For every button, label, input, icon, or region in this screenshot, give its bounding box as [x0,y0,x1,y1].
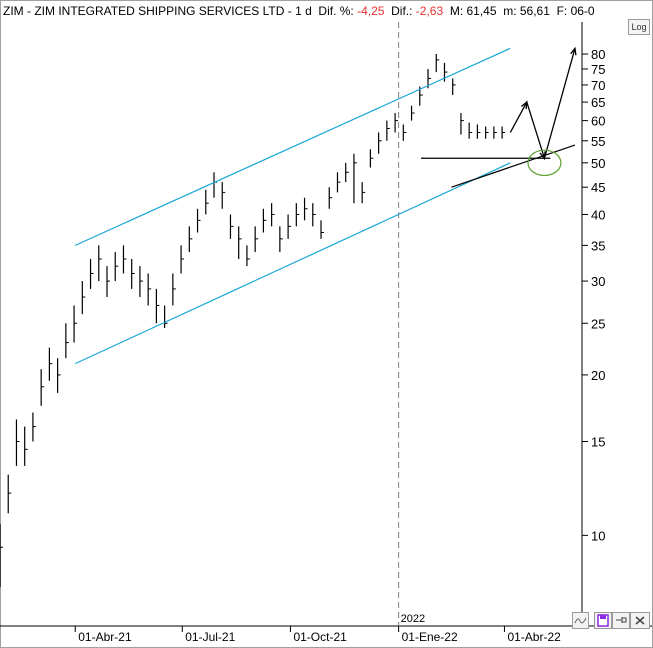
channel-upper [75,47,511,246]
arrow-head [539,151,546,160]
wave-icon [574,617,587,624]
y-tick-label: 10 [591,528,605,543]
x-tick-label: 01-Abr-21 [78,630,132,644]
pct-label: Dif. %: [318,4,358,18]
pin-button[interactable] [612,612,630,629]
period: 1 d [295,4,312,18]
pct-value: -4,25 [357,4,385,18]
y-tick-label: 35 [591,238,605,253]
min-label: m: [503,4,520,18]
arrow-head [570,46,577,56]
x-tick-label: 01-Ene-22 [402,630,458,644]
target-zone [527,149,562,177]
pin-icon [616,617,627,623]
x-tick-label: 01-Jul-21 [185,630,235,644]
channel-lower [75,162,511,365]
y-tick-label: 60 [591,114,605,129]
chart-header: ZIM - ZIM INTEGRATED SHIPPING SERVICES L… [0,0,613,22]
y-tick-label: 25 [591,316,605,331]
arrow-head [520,100,528,110]
log-scale-button[interactable]: Log [628,19,650,35]
symbol: ZIM [3,4,24,18]
x-ticks: 01-Abr-21 01-Jul-21 01-Oct-21 01-Ene-22 01-A… [74,626,561,644]
period-sep: - [284,4,296,18]
save-button[interactable] [594,612,612,629]
y-tick-label: 50 [591,156,605,171]
y-tick-label: 20 [591,368,605,383]
max-value: 61,45 [466,4,497,18]
x-tick-label: 01-Abr-22 [507,630,561,644]
x-tick-label: 01-Oct-21 [293,630,347,644]
y-tick-label: 75 [591,62,605,77]
dif-label: Dif.: [391,4,416,18]
year-marker: 2022 [401,613,425,625]
y-tick-label: 45 [591,180,605,195]
max-label: M: [449,4,467,18]
y-tick-label: 30 [591,274,605,289]
price-bars [0,54,506,587]
y-tick-label: 15 [591,434,605,449]
support-rising [451,144,576,188]
y-tick-label: 40 [591,207,605,222]
close-button[interactable] [630,612,650,629]
header-sep: - [23,4,35,18]
y-tick-label: 80 [591,47,605,62]
date-label: F: 06-0 [556,4,595,18]
y-tick-label: 55 [591,134,605,149]
save-disk-icon [597,614,609,627]
close-icon [635,616,645,625]
y-tick-label: 65 [591,95,605,110]
annotations [75,46,577,365]
min-value: 56,61 [519,4,550,18]
projection-arrow [509,48,576,161]
company-name: ZIM INTEGRATED SHIPPING SERVICES LTD [34,4,285,18]
y-tick-label: 70 [591,78,605,93]
wave-button[interactable] [572,612,589,629]
dif-value: -2,63 [415,4,444,18]
